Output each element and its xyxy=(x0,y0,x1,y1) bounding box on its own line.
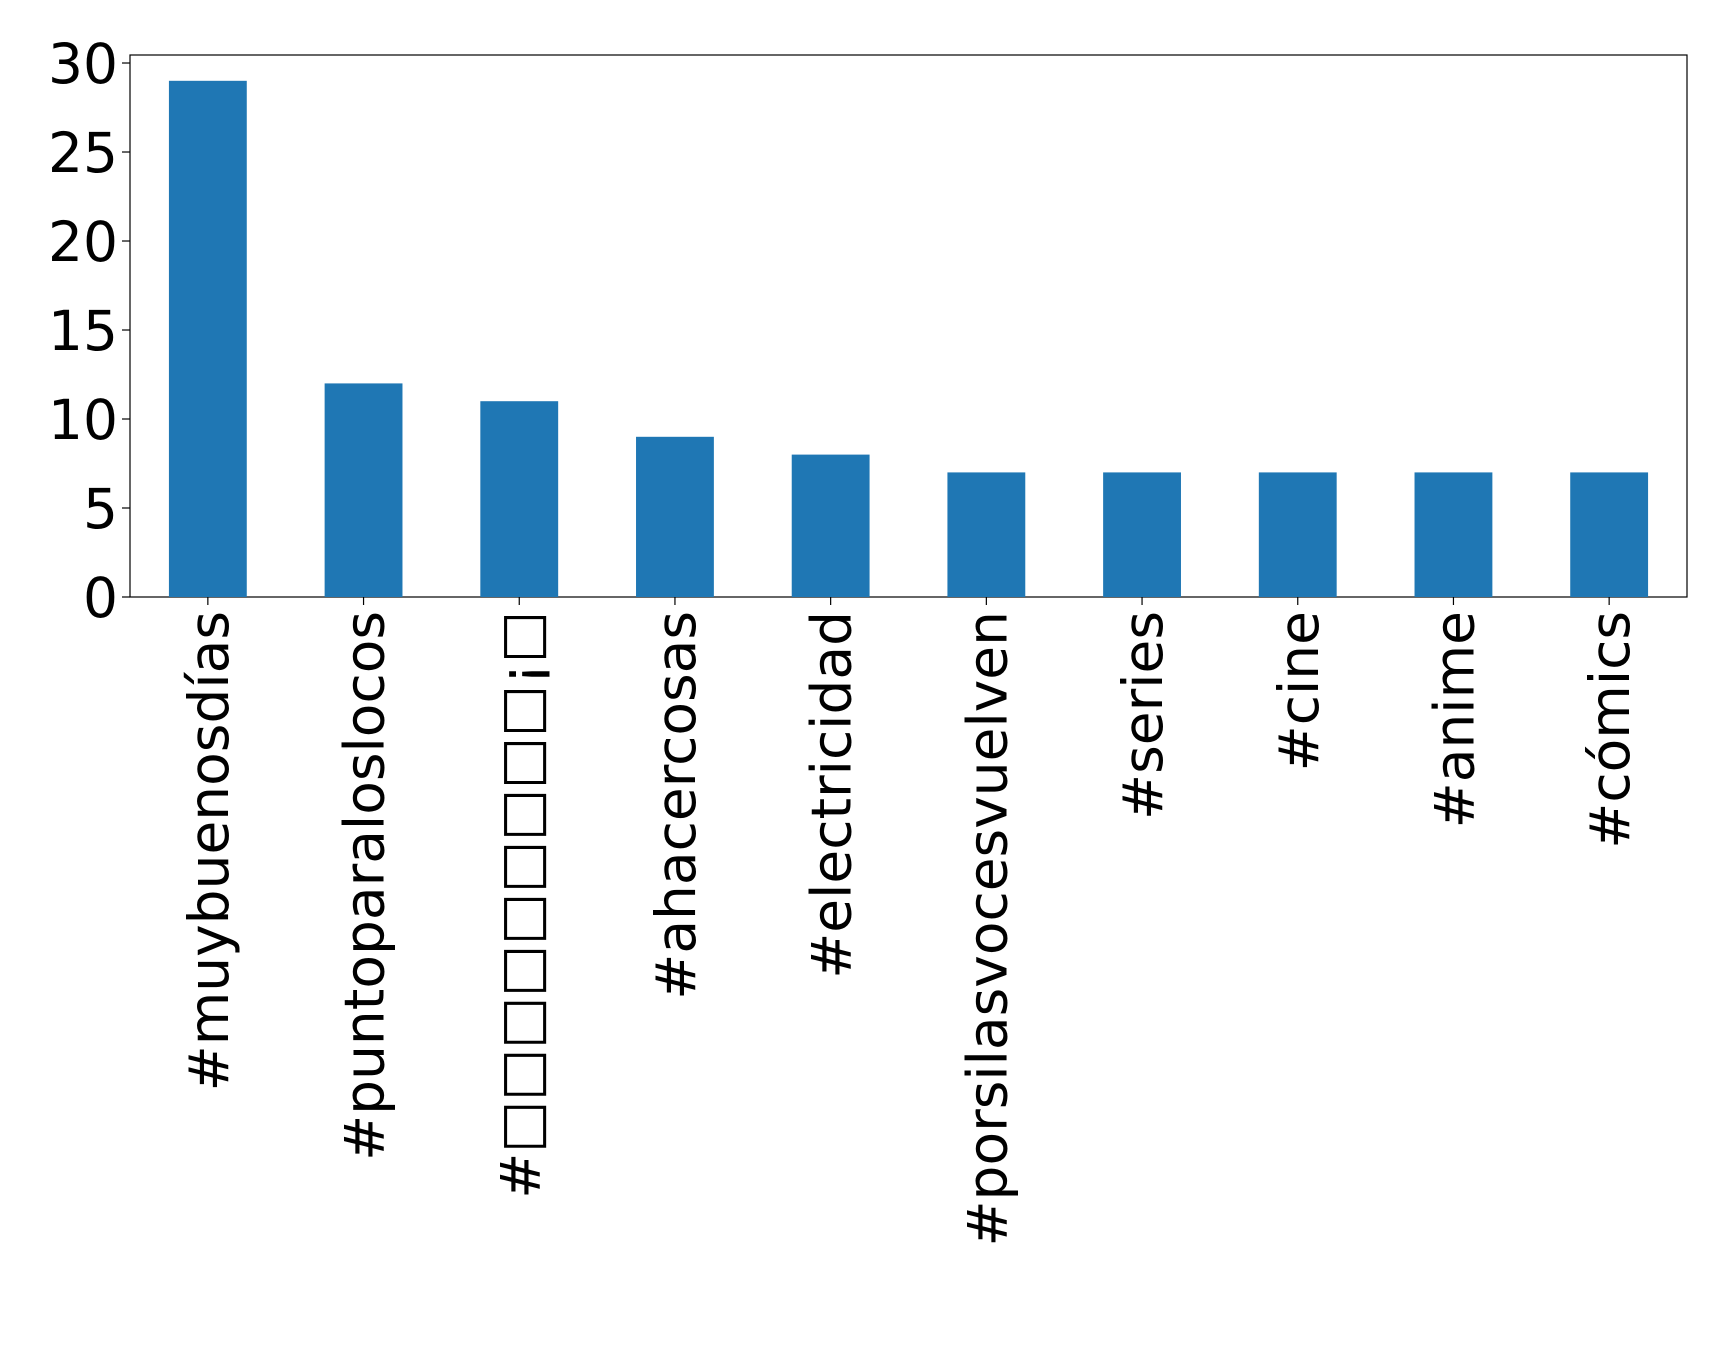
x-tick-label: #cómics xyxy=(1578,611,1642,849)
bar xyxy=(1570,472,1649,597)
bar xyxy=(1414,472,1493,597)
x-tick-label: #ahacercosas xyxy=(644,611,708,1000)
bar xyxy=(1258,472,1337,597)
bar xyxy=(947,472,1026,597)
x-tick-label: #□□□□□□□□□¡□ xyxy=(488,611,552,1199)
bar xyxy=(1103,472,1181,597)
x-tick-label: #porsilasvocesvuelven xyxy=(955,611,1019,1247)
y-tick-label: 20 xyxy=(48,210,118,274)
bar xyxy=(324,383,403,597)
bar xyxy=(168,80,247,598)
y-tick-label: 30 xyxy=(48,32,118,96)
x-tick-label: #electricidad xyxy=(800,611,864,979)
x-tick-label: #series xyxy=(1111,611,1175,820)
x-tick-label: #muybuenosdías xyxy=(177,611,241,1091)
y-tick-label: 5 xyxy=(83,477,118,541)
y-tick-label: 15 xyxy=(48,299,118,363)
bar xyxy=(636,436,714,597)
bar xyxy=(480,401,559,597)
y-tick-label: 25 xyxy=(48,121,118,185)
bar xyxy=(791,454,870,597)
x-tick-label: #anime xyxy=(1422,611,1486,828)
plot-frame xyxy=(129,54,1688,598)
y-tick-label: 0 xyxy=(83,566,118,630)
x-tick-label: #puntoparaloslocos xyxy=(333,611,397,1161)
y-tick-label: 10 xyxy=(48,388,118,452)
x-tick-label: #cine xyxy=(1267,611,1331,771)
